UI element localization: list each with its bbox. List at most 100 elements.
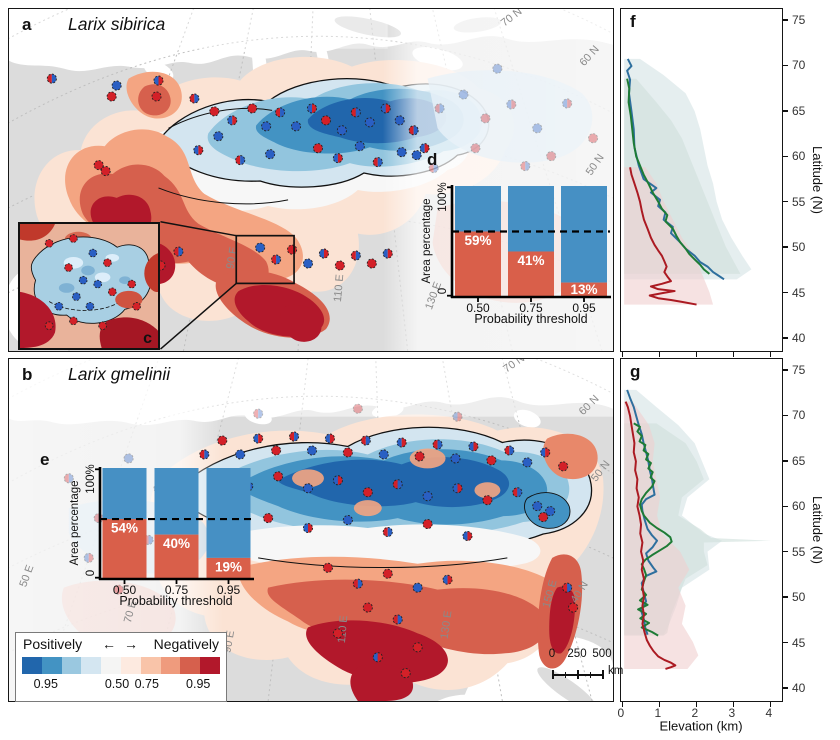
site-marker xyxy=(342,447,353,458)
site-marker xyxy=(123,453,134,464)
red-line-uncertainty-band xyxy=(624,167,714,305)
site-marker xyxy=(442,574,453,585)
site-marker xyxy=(378,449,389,460)
site-marker xyxy=(235,449,246,460)
bar-negative xyxy=(561,282,607,297)
latitude-axis-title-f: Latitude (N) xyxy=(810,146,825,214)
site-markers-c xyxy=(44,234,141,331)
elevation-tick-labels: 0 1 2 3 4 xyxy=(617,706,783,720)
plot-f-svg xyxy=(624,58,752,306)
elevation-tick xyxy=(769,352,772,357)
red-line xyxy=(629,167,697,306)
site-marker xyxy=(332,153,343,164)
site-marker xyxy=(336,125,347,136)
site-marker xyxy=(380,103,391,114)
legend-tick-label: 0.95 xyxy=(33,677,58,691)
site-marker xyxy=(462,530,473,541)
site-marker xyxy=(452,483,463,494)
site-marker xyxy=(127,279,137,289)
latitude-tick-label: 55 xyxy=(792,194,806,209)
site-marker xyxy=(394,115,405,126)
chart-d-ylabel: Area percentage xyxy=(421,198,433,284)
site-marker xyxy=(193,145,204,156)
bar-negative xyxy=(508,251,554,297)
legend-positively-label: Positively xyxy=(23,636,83,652)
bar-value-label: 13% xyxy=(570,282,597,297)
elevation-tick-label: 2 xyxy=(691,706,699,720)
latitude-axis-title-g: Latitude (N) xyxy=(810,496,825,564)
chart-d-xlabel: Probability threshold xyxy=(474,312,588,326)
site-marker xyxy=(412,582,423,593)
site-marker xyxy=(588,133,599,144)
site-marker xyxy=(275,107,286,118)
bar-positive xyxy=(102,468,147,520)
bar-negative xyxy=(206,557,251,579)
scalebar-tick xyxy=(577,670,579,679)
latitude-tick xyxy=(783,155,788,158)
site-marker xyxy=(199,449,210,460)
plot-g-svg xyxy=(624,389,772,670)
legend-tick-label: 0.75 xyxy=(134,677,159,691)
site-marker xyxy=(504,445,515,456)
site-marker xyxy=(93,160,104,171)
site-marker xyxy=(362,487,373,498)
site-marker xyxy=(217,435,228,446)
bar-category-label: 0.95 xyxy=(572,301,596,315)
site-marker xyxy=(93,279,103,289)
site-marker xyxy=(372,652,383,663)
sakhalin-island xyxy=(586,587,604,638)
site-marker xyxy=(362,602,373,613)
legend-tick-label: 0.95 xyxy=(186,677,211,691)
site-marker xyxy=(302,522,314,534)
bar-negative xyxy=(154,534,199,579)
elevation-axis-g xyxy=(620,702,783,710)
bar-value-label: 40% xyxy=(163,536,190,551)
inset-map-c: c xyxy=(18,222,160,350)
site-marker xyxy=(306,103,318,114)
legend-tick-labels: 0.95 0.50 0.75 0.95 xyxy=(22,677,220,693)
graticule-label: 130 E xyxy=(439,610,455,640)
site-marker xyxy=(189,93,200,104)
site-marker xyxy=(354,141,365,152)
site-marker xyxy=(85,302,95,311)
site-marker xyxy=(132,302,141,311)
site-marker xyxy=(452,411,463,422)
latitude-tick-label: 60 xyxy=(792,149,806,164)
site-marker xyxy=(88,248,98,258)
panel-a-title: Larix sibirica xyxy=(68,14,166,34)
chart-d-ybottom: 0 xyxy=(437,287,449,295)
scalebar-tick xyxy=(564,672,567,678)
latitude-tick-label: 45 xyxy=(792,635,806,650)
site-marker xyxy=(562,582,573,593)
latitude-tick xyxy=(783,414,788,417)
chart-e-ybottom: 0 xyxy=(85,569,97,577)
bar-category-label: 0.50 xyxy=(112,583,137,597)
panel-f-label: f xyxy=(630,12,636,31)
site-marker xyxy=(334,260,345,271)
site-marker xyxy=(72,292,81,301)
site-marker xyxy=(302,483,314,494)
site-marker xyxy=(558,461,569,472)
latitude-tick xyxy=(783,369,788,371)
elevation-tick xyxy=(621,702,624,707)
site-marker xyxy=(366,258,377,269)
color-legend: Positively ← → Negatively 0.95 0.50 0.75 0.… xyxy=(15,632,227,702)
elevation-tick-label: 0 xyxy=(617,706,625,720)
site-marker xyxy=(69,316,78,326)
site-marker xyxy=(324,433,335,444)
scalebar-250: 250 xyxy=(567,648,587,660)
inset-connector-line xyxy=(160,221,237,237)
site-marker xyxy=(78,275,88,285)
site-marker xyxy=(486,455,497,466)
inset-connector-line xyxy=(160,282,237,350)
site-marker xyxy=(352,578,363,589)
latitude-tick-label: 65 xyxy=(792,103,806,118)
site-marker xyxy=(434,103,445,114)
site-marker xyxy=(247,103,258,114)
site-marker xyxy=(103,258,112,268)
site-marker xyxy=(532,123,543,134)
bar-negative xyxy=(102,519,147,579)
bar-value-label: 41% xyxy=(517,253,544,268)
bar-positive xyxy=(154,468,199,535)
elevation-axis-f xyxy=(620,352,783,360)
